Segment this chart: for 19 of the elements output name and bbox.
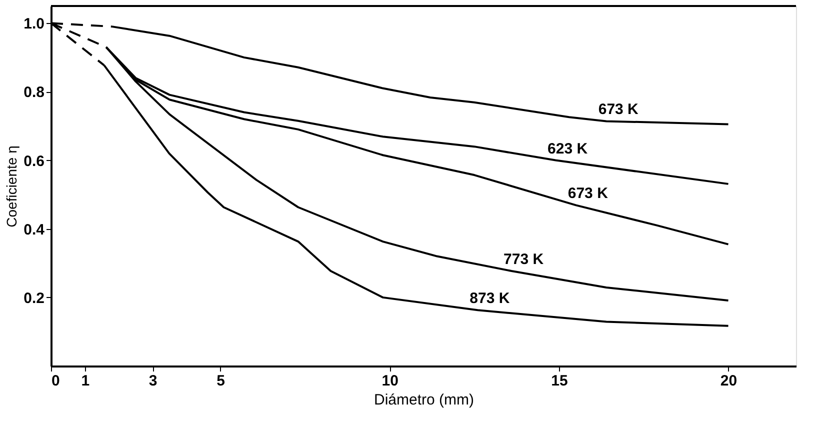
x-tick-label: 15	[551, 372, 568, 390]
x-tick-label: 10	[382, 372, 398, 390]
x-tick-label: 3	[148, 372, 158, 390]
y-axis-title: Coeficiente η	[4, 146, 20, 228]
x-tick-label: 1	[81, 372, 90, 390]
y-tick-label: 0.6	[24, 152, 44, 170]
y-tick-label: 0.2	[24, 290, 44, 307]
y-tick-label: 1.0	[24, 16, 44, 33]
annotation: 873 K	[470, 290, 510, 308]
annotation: 773 K	[504, 251, 544, 268]
annotation: 623 K	[548, 140, 588, 158]
x-tick-label: 20	[720, 372, 738, 390]
x-axis-title: Diámetro (mm)	[374, 392, 474, 408]
x-tick-label: 0	[52, 372, 60, 390]
annotation: 673 K	[598, 101, 639, 118]
y-tick-label: 0.4	[24, 221, 46, 238]
annotation: 673 K	[568, 185, 608, 202]
x-tick-label: 5	[216, 372, 225, 390]
y-tick-label: 0.8	[24, 84, 44, 102]
